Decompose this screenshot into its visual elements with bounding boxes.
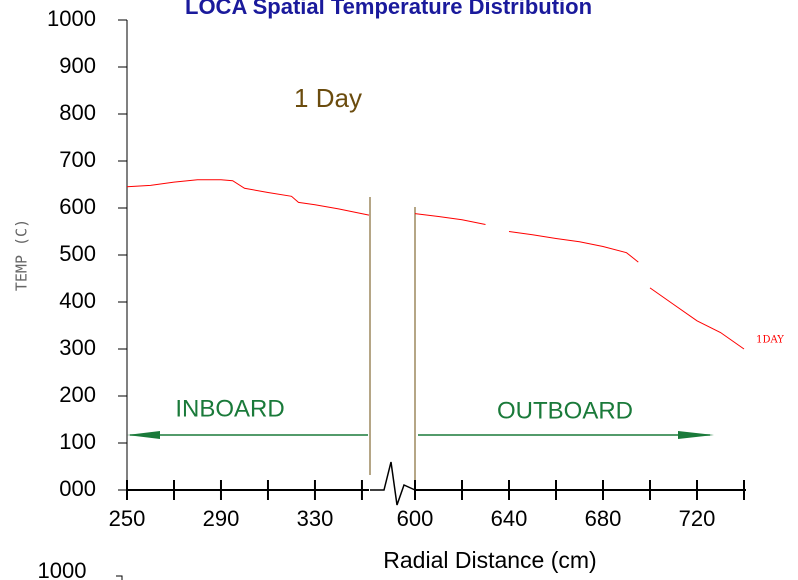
legend-label: 1DAY [756,335,784,346]
y-tick-label: 700 [59,147,96,172]
inboard-label: INBOARD [175,395,284,422]
x-axis-label: Radial Distance (cm) [383,547,596,573]
next-chart-axis [116,575,123,580]
outboard-arrowhead [678,431,714,439]
data-line [414,213,486,225]
data-line [126,179,370,216]
x-tick-label: 680 [585,506,622,531]
x-tick-label: 640 [491,506,528,531]
next-chart-tick-label: 1000 [38,558,87,580]
x-tick-label: 600 [397,506,434,531]
y-tick-label: 000 [59,476,96,501]
axis-break [370,461,416,506]
y-tick-label: 500 [59,241,96,266]
y-tick-label: 800 [59,100,96,125]
y-tick-label: 600 [59,194,96,219]
y-axis-label: TEMP (C) [13,219,31,291]
y-tick-label: 900 [59,53,96,78]
y-tick-label: 100 [59,429,96,454]
y-tick-label: 1000 [47,6,96,31]
x-tick-label: 720 [679,506,716,531]
x-tick-label: 290 [203,506,240,531]
x-tick-label: 250 [109,506,146,531]
x-tick-label: 330 [297,506,334,531]
y-tick-label: 400 [59,288,96,313]
y-tick-label: 200 [59,382,96,407]
annotation: 1 Day [294,83,362,113]
y-tick-label: 300 [59,335,96,360]
data-line [649,287,745,350]
data-line [508,231,639,263]
chart-title: LOCA Spatial Temperature Distribution [185,0,592,19]
inboard-arrowhead [127,431,160,439]
outboard-label: OUTBOARD [497,397,633,424]
